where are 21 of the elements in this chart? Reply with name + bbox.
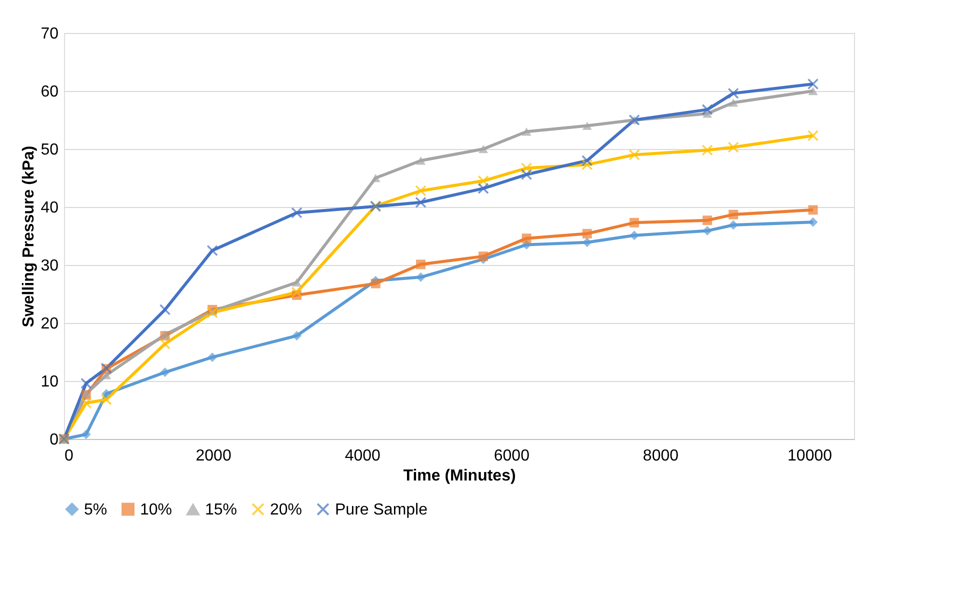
x-tick-label: 2000 xyxy=(196,448,232,464)
y-tick-label: 20 xyxy=(40,316,59,332)
legend-label: 15% xyxy=(205,502,238,519)
x-tick-label: 0 xyxy=(64,448,74,464)
x-tick-label: 10000 xyxy=(788,448,832,464)
y-axis-title: Swelling Pressure (kPa) xyxy=(20,146,38,328)
y-tick-label: 40 xyxy=(40,200,59,216)
x-tick-label: 8000 xyxy=(642,448,679,464)
x-tick-label: 6000 xyxy=(494,448,530,464)
legend-label: Pure Sample xyxy=(335,501,428,518)
y-tick-label: 50 xyxy=(40,142,59,158)
legend-label: 20% xyxy=(270,501,302,518)
legend-label: 10% xyxy=(140,501,172,518)
y-tick-label: 70 xyxy=(40,26,59,42)
legend-label: 5% xyxy=(84,501,108,518)
x-tick-label: 4000 xyxy=(344,448,381,464)
y-tick-label: 0 xyxy=(50,432,59,448)
y-tick-label: 30 xyxy=(40,258,59,274)
y-tick-label: 60 xyxy=(40,84,59,100)
x-axis-title: Time (Minutes) xyxy=(403,468,516,484)
y-tick-label: 10 xyxy=(40,374,59,390)
